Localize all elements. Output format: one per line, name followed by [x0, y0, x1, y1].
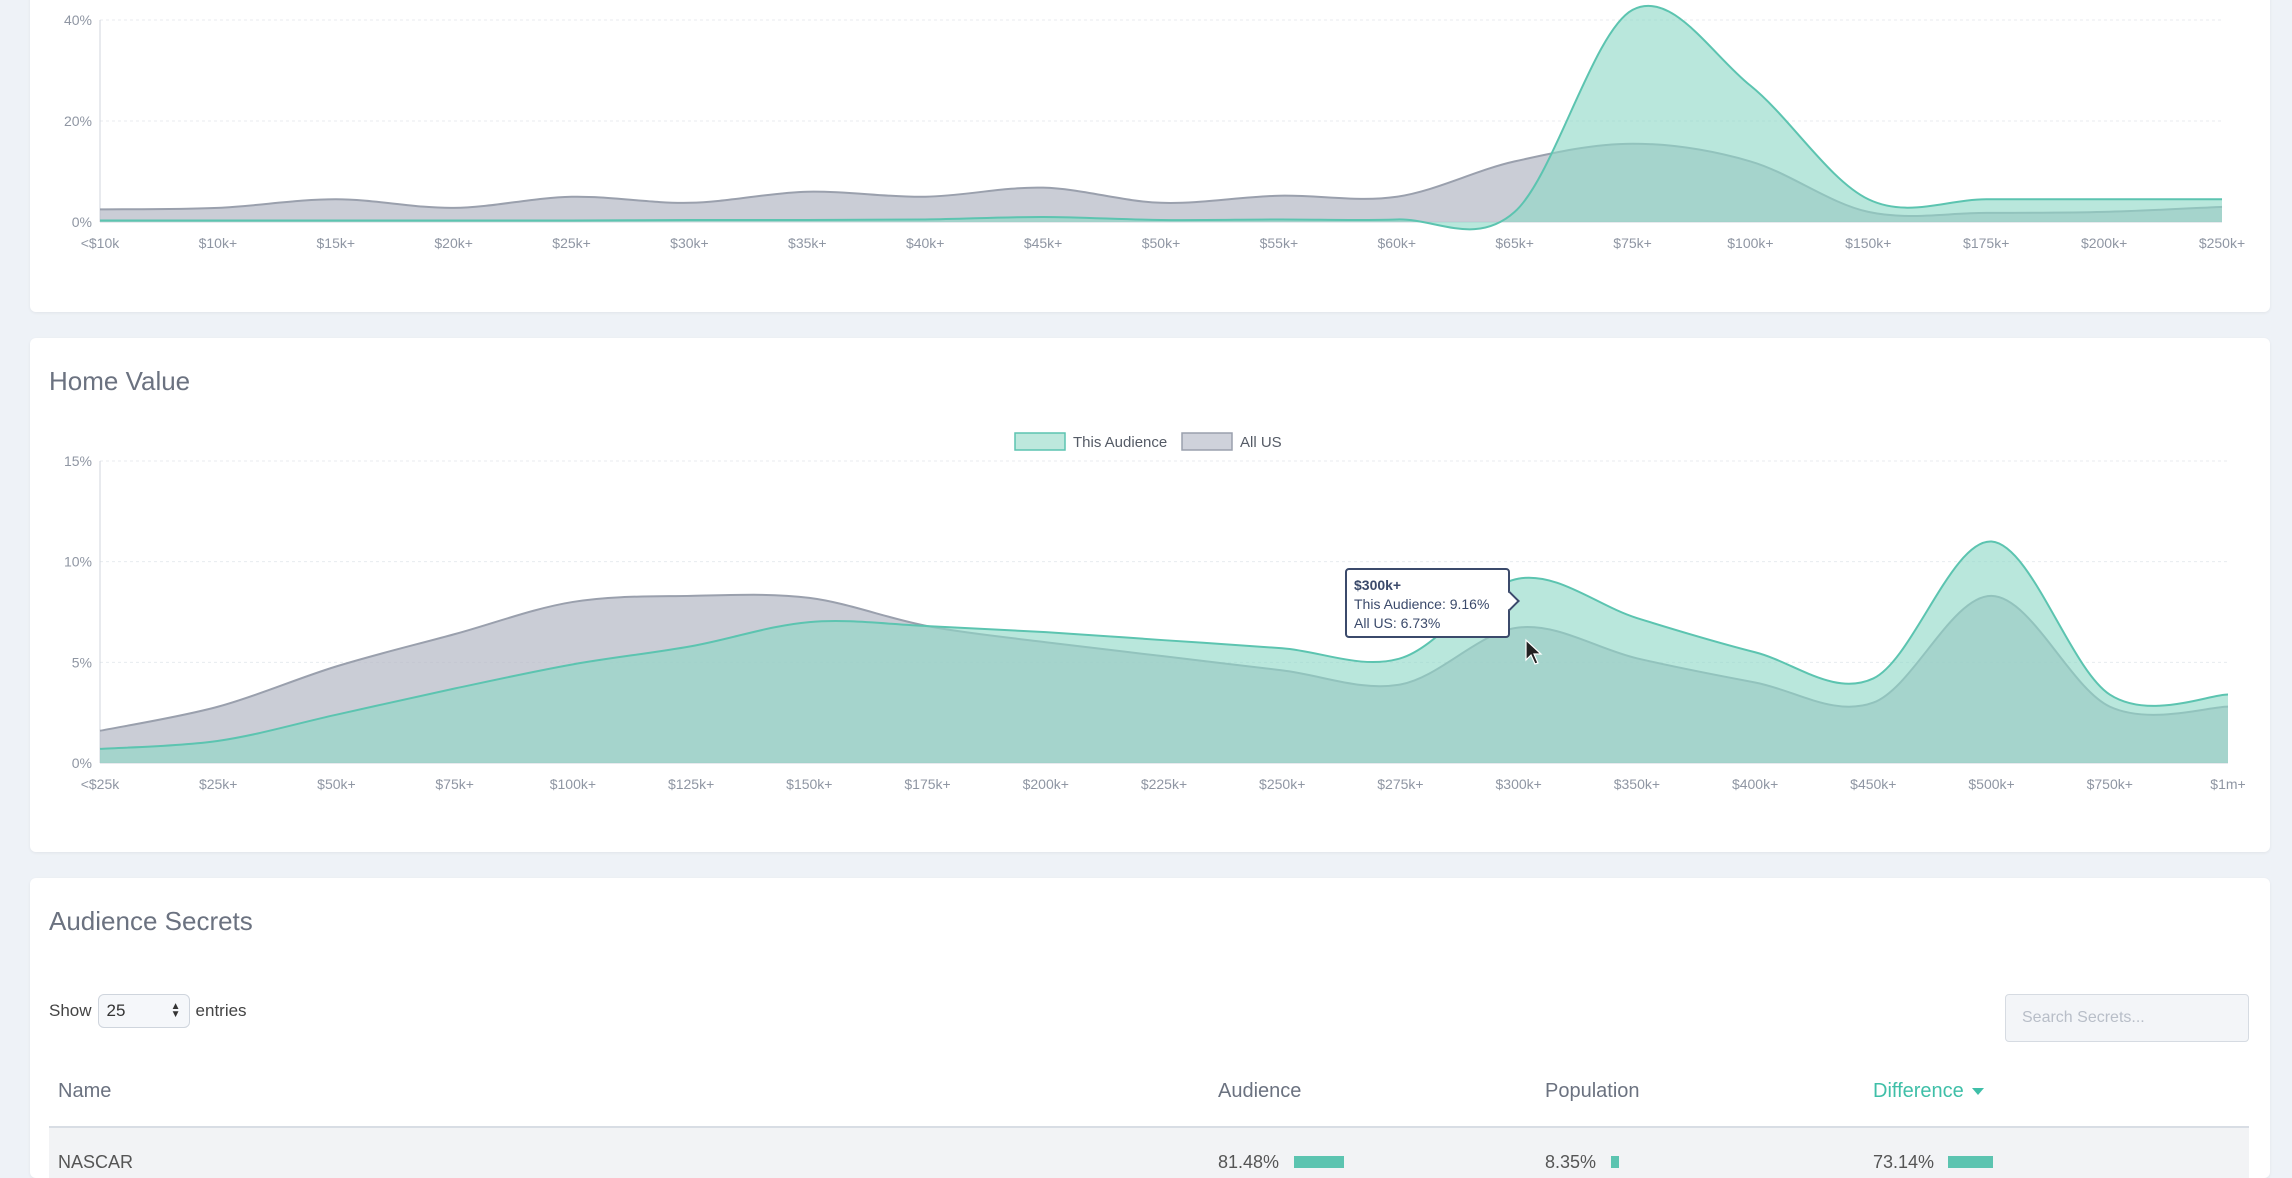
column-header-difference[interactable]: Difference: [1873, 1080, 1984, 1103]
row-audience-cell: 81.48%: [1218, 1152, 1280, 1172]
audience-bar: [1294, 1156, 1344, 1168]
difference-label: Difference: [1873, 1080, 1964, 1102]
x-tick-label: $200k+: [1023, 776, 1069, 792]
audience-secrets-title: Audience Secrets: [49, 906, 253, 936]
x-tick-label: $100k+: [550, 776, 596, 792]
row-difference-cell: 73.14%: [1873, 1152, 1935, 1172]
tooltip-title: $300k+: [1354, 577, 1402, 593]
x-tick-label: $1m+: [2210, 776, 2245, 792]
table-header-divider: [49, 1126, 2249, 1128]
column-header-audience[interactable]: Audience: [1218, 1080, 1302, 1102]
legend-label-this-audience: This Audience: [1073, 434, 1167, 451]
y-tick-label: 40%: [64, 12, 92, 28]
x-tick-label: $45k+: [1024, 235, 1063, 251]
entries-value: 25: [106, 1001, 126, 1020]
x-tick-label: $300k+: [1496, 776, 1542, 792]
income-chart: 0% 20% 40% <$10k $10k+ $15k+ $20k+ $25k+ $30k+ $3…: [64, 4, 2245, 251]
legend-swatch-this-audience: [1014, 432, 1066, 451]
x-tick-label: $200k+: [2081, 235, 2127, 251]
x-tick-label: $65k+: [1495, 235, 1534, 251]
series-area-this-audience: [100, 5, 2222, 230]
entries-label: entries: [195, 1001, 247, 1020]
x-tick-label: $60k+: [1378, 235, 1417, 251]
x-tick-label: $25k+: [552, 235, 591, 251]
x-tick-label: $20k+: [434, 235, 473, 251]
series-line-this-audience: [100, 4, 2222, 231]
x-tick-label: <$10k: [81, 235, 121, 251]
x-tick-label: $30k+: [670, 235, 709, 251]
y-tick-label: 0%: [72, 214, 92, 230]
x-tick-label: $175k+: [1963, 235, 2009, 251]
series-area-this-audience: [100, 541, 2228, 763]
population-bar: [1611, 1156, 1619, 1168]
x-tick-label: $50k+: [317, 776, 356, 792]
x-tick-label: $125k+: [668, 776, 714, 792]
x-tick-label: $40k+: [906, 235, 945, 251]
y-tick-label: 0%: [72, 755, 92, 771]
x-tick-label: $150k+: [786, 776, 832, 792]
difference-bar: [1948, 1156, 1993, 1168]
x-tick-label: $250k+: [2199, 235, 2245, 251]
x-tick-label: $100k+: [1727, 235, 1773, 251]
tooltip-all-us: All US: 6.73%: [1354, 615, 1441, 631]
row-population-cell: 8.35%: [1545, 1152, 1597, 1172]
x-tick-label: $15k+: [317, 235, 356, 251]
y-tick-label: 10%: [64, 554, 92, 570]
column-header-name[interactable]: Name: [58, 1080, 112, 1102]
x-tick-label: $75k+: [435, 776, 474, 792]
entries-control: Show 25 ▲ ▼ entries: [49, 994, 247, 1028]
home-value-card: Home Value 0% 5% 10% 15% <$25k $25k+ $50k+ $75k…: [30, 338, 2270, 852]
chart-tooltip: $300k+ This Audience: 9.16% All US: 6.73…: [1345, 568, 1520, 638]
income-chart-card: 0% 20% 40% <$10k $10k+ $15k+ $20k+ $25k+ $30k+ $3…: [30, 0, 2270, 312]
x-tick-label: $350k+: [1614, 776, 1660, 792]
x-tick-label: <$25k: [81, 776, 121, 792]
x-tick-label: $35k+: [788, 235, 827, 251]
y-tick-label: 20%: [64, 113, 92, 129]
sort-desc-icon: [1971, 1088, 1984, 1095]
mouse-cursor-icon: [1525, 638, 1543, 665]
x-tick-label: $75k+: [1613, 235, 1652, 251]
x-tick-label: $10k+: [199, 235, 238, 251]
entries-select[interactable]: 25 ▲ ▼: [97, 994, 190, 1028]
tooltip-this-audience: This Audience: 9.16%: [1354, 596, 1490, 612]
x-tick-label: $450k+: [1850, 776, 1896, 792]
select-arrows-icon: ▲ ▼: [170, 1001, 181, 1020]
row-name-cell: NASCAR: [58, 1152, 134, 1172]
x-tick-label: $175k+: [904, 776, 950, 792]
x-tick-label: $250k+: [1259, 776, 1305, 792]
chart-legend[interactable]: This Audience All US: [1014, 432, 1282, 451]
x-tick-label: $55k+: [1260, 235, 1299, 251]
x-tick-label: $50k+: [1142, 235, 1181, 251]
show-label: Show: [49, 1001, 92, 1020]
audience-secrets-card: Audience Secrets Show 25 ▲▼ entries Name…: [30, 878, 2270, 1178]
x-tick-label: $150k+: [1845, 235, 1891, 251]
home-value-title: Home Value: [49, 366, 191, 396]
x-tick-label: $500k+: [1968, 776, 2014, 792]
y-tick-label: 15%: [64, 453, 92, 469]
x-tick-label: $275k+: [1377, 776, 1423, 792]
x-tick-label: $225k+: [1141, 776, 1187, 792]
x-tick-label: $750k+: [2087, 776, 2133, 792]
legend-label-all-us: All US: [1240, 434, 1282, 451]
legend-swatch-all-us: [1181, 432, 1233, 451]
x-tick-label: $25k+: [199, 776, 238, 792]
home-value-chart: 0% 5% 10% 15% <$25k $25k+ $50k+ $75k+ $100k+ $125…: [64, 432, 2246, 792]
search-secrets-input[interactable]: [2005, 994, 2249, 1042]
column-header-population[interactable]: Population: [1545, 1080, 1640, 1102]
x-tick-label: $400k+: [1732, 776, 1778, 792]
y-tick-label: 5%: [72, 654, 92, 670]
series-line-this-audience: [99, 540, 2229, 750]
